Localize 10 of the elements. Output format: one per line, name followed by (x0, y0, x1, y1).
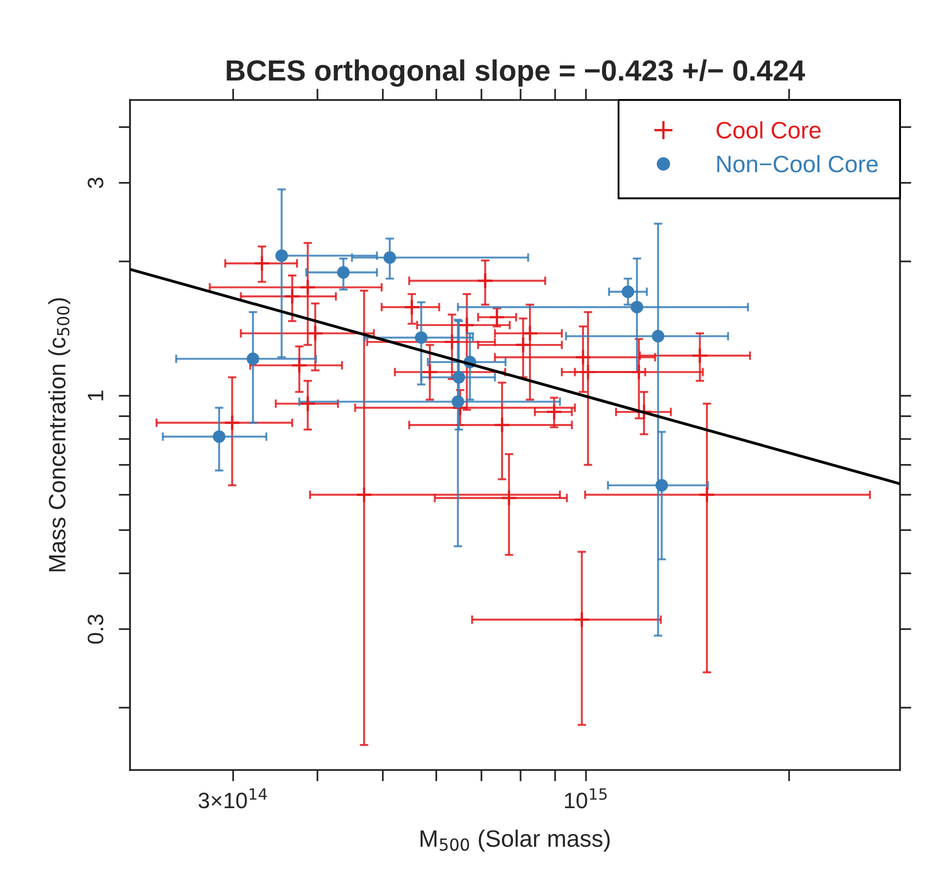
y-axis-title: Mass Concentration (c$_{500}$) (48, 298, 70, 572)
chart-title: BCES orthogonal slope = −0.423 +/− 0.424 (226, 59, 806, 87)
y-tick-label: 1 (88, 390, 104, 400)
x-tick-label: 3×10$^{14}$ (198, 788, 267, 808)
legend-label: Cool Core (716, 121, 821, 139)
x-tick-label: 10$^{15}$ (564, 788, 607, 808)
x-axis-title: M$_{500}$ (Solar mass) (420, 830, 610, 852)
y-tick-label: 3 (88, 178, 104, 188)
legend-label: Non−Cool Core (717, 155, 878, 172)
y-tick-label: 0.3 (88, 614, 104, 644)
